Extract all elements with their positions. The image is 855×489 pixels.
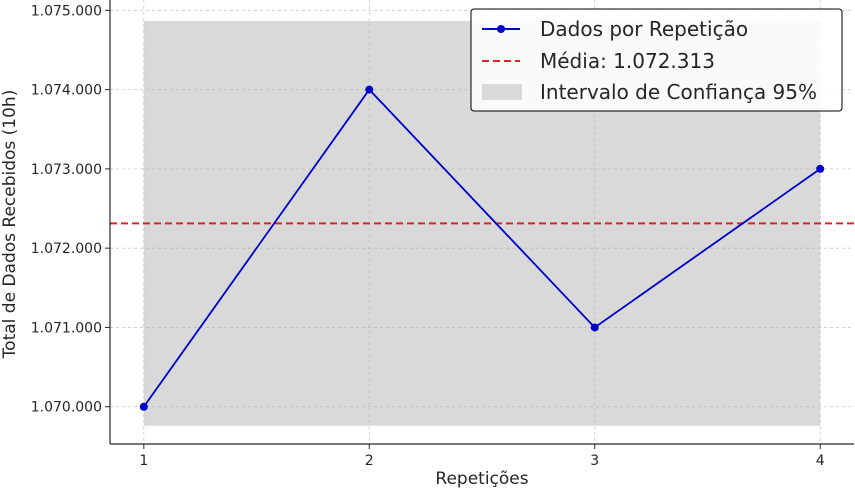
y-tick-label: 1.071.000 xyxy=(31,320,102,336)
series-line xyxy=(143,88,821,408)
legend-mean-label: Média: 1.072.313 xyxy=(540,49,715,73)
x-tick-label: 2 xyxy=(365,453,374,469)
y-tick-label: 1.074.000 xyxy=(31,83,102,99)
legend-band-swatch xyxy=(482,84,522,100)
y-tick-label: 1.070.000 xyxy=(31,400,102,416)
data-point xyxy=(590,323,599,332)
ticks-layer: 1 2 3 4 1.070.000 1.071.000 1.072.000 1.073.000… xyxy=(31,3,825,469)
x-tick-label: 3 xyxy=(590,453,599,469)
x-axis-label: Repetições xyxy=(435,469,528,489)
data-point xyxy=(139,402,148,411)
legend: Dados por Repetição Média: 1.072.313 Int… xyxy=(470,8,843,112)
y-axis-label: Total de Dados Recebidos (10h) xyxy=(0,90,20,360)
axes-layer xyxy=(109,0,854,445)
data-point xyxy=(816,164,825,173)
x-tick-label: 1 xyxy=(139,453,148,469)
legend-series-marker-swatch xyxy=(497,25,505,33)
y-tick-label: 1.075.000 xyxy=(31,3,102,19)
x-tick-label: 4 xyxy=(816,453,825,469)
series-layer xyxy=(139,85,825,411)
data-point xyxy=(365,85,374,94)
legend-band-label: Intervalo de Confiança 95% xyxy=(540,80,817,104)
y-tick-label: 1.073.000 xyxy=(31,162,102,178)
legend-box xyxy=(470,8,843,112)
y-tick-label: 1.072.000 xyxy=(31,241,102,257)
legend-series-label: Dados por Repetição xyxy=(540,17,748,41)
